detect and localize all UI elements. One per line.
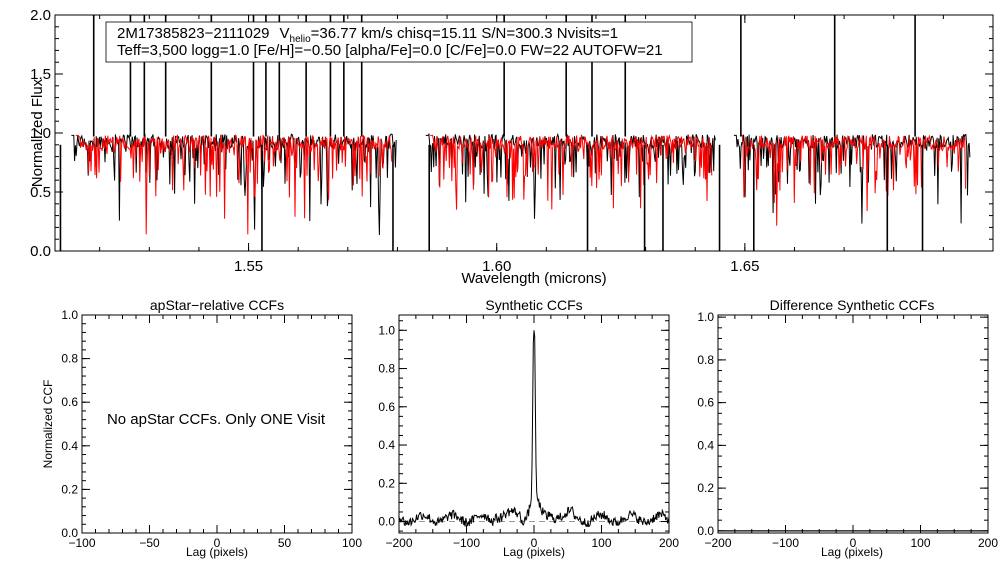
- difference-ccf-x-tick-label: 100: [910, 536, 930, 550]
- spectrum-y-tick-label: 0.0: [30, 243, 51, 260]
- synthetic-ccf-x-tick-label: −100: [453, 536, 480, 550]
- synthetic-ccf-y-tick-label: 0.0: [378, 515, 395, 529]
- synthetic-ccf-y-tick-label: 0.4: [378, 438, 395, 452]
- model-spectrum-segment-2: [430, 133, 713, 210]
- difference-ccf-x-axis-label: Lag (pixels): [821, 545, 883, 559]
- synthetic-ccf-data-layer: [398, 330, 670, 528]
- difference-ccf-x-tick-label: −100: [772, 536, 799, 550]
- model-spectrum-segment-3: [739, 134, 966, 226]
- apstar-ccf-panel: −100 −50 0 50 100 0.0 0.2 0.4 0.6 0.8 1.0 apStar−r…: [41, 297, 362, 559]
- synthetic-ccf-plot-frame: [398, 314, 670, 534]
- spectrum-y-tick-label: 0.5: [30, 184, 51, 201]
- difference-ccf-x-tick-label: −200: [704, 536, 731, 550]
- difference-ccf-title: Difference Synthetic CCFs: [770, 297, 935, 313]
- apstar-ccf-x-tick-label: −100: [68, 536, 95, 550]
- synthetic-ccf-x-tick-label: 100: [591, 536, 611, 550]
- apstar-ccf-x-tick-label: 100: [342, 536, 362, 550]
- difference-ccf-panel: −200 −100 0 100 200 0.0 0.2 0.4 0.6 0.8 1.0 Differ…: [697, 297, 998, 559]
- difference-ccf-y-tick-label: 0.8: [697, 353, 714, 367]
- spectrum-panel: 1.55 1.60 1.65 0.0 0.5 1.0 1.5 2.0 2M17385823−2…: [29, 7, 994, 287]
- synthetic-ccf-y-tick-label: 1.0: [378, 323, 395, 337]
- difference-ccf-plot-frame: [717, 314, 989, 534]
- star-id: 2M17385823−2111029: [117, 25, 270, 42]
- spectrum-y-axis-label: Normalized Flux: [29, 78, 46, 187]
- spectrum-y-tick-label: 1.0: [30, 125, 51, 142]
- spectrum-info-box: [105, 21, 693, 63]
- synthetic-ccf-x-tick-label: 200: [659, 536, 679, 550]
- spectrum-x-tick-label: 1.65: [730, 258, 759, 275]
- difference-ccf-ticks: −200 −100 0 100 200 0.0 0.2 0.4 0.6 0.8 1.0: [697, 310, 998, 550]
- synthetic-ccf-x-axis-label: Lag (pixels): [503, 545, 565, 559]
- apstar-ccf-y-tick-label: 0.4: [61, 439, 78, 453]
- model-spectrum-segment-1: [75, 133, 393, 235]
- apstar-ccf-y-tick-label: 0.8: [61, 352, 78, 366]
- apstar-ccf-x-tick-label: 0: [214, 536, 221, 550]
- difference-ccf-y-tick-label: 1.0: [697, 310, 714, 324]
- apstar-ccf-y-tick-label: 0.2: [61, 482, 78, 496]
- no-ccf-annotation: No apStar CCFs. Only ONE Visit: [107, 411, 326, 428]
- apstar-ccf-ticks: −100 −50 0 50 100 0.0 0.2 0.4 0.6 0.8 1.0: [61, 308, 362, 550]
- vhelio-prefix: V: [280, 25, 290, 42]
- difference-ccf-x-tick-label: 200: [978, 536, 998, 550]
- synthetic-ccf-title: Synthetic CCFs: [485, 297, 582, 313]
- apstar-ccf-y-tick-label: 1.0: [61, 308, 78, 322]
- apstar-ccf-x-tick-label: 50: [278, 536, 292, 550]
- spectrum-info-line-2: Teff=3,500 logg=1.0 [Fe/H]=−0.50 [alpha/…: [117, 42, 663, 59]
- synthetic-ccf-y-tick-label: 0.2: [378, 476, 395, 490]
- apstar-ccf-y-tick-label: 0.6: [61, 395, 78, 409]
- apstar-ccf-y-axis-label: Normalized CCF: [41, 380, 55, 469]
- apstar-ccf-x-axis-label: Lag (pixels): [186, 545, 248, 559]
- spectrum-info-line-1: 2M17385823−2111029 Vhelio=36.77 km/s chis…: [117, 25, 618, 45]
- apstar-ccf-y-tick-label: 0.0: [61, 526, 78, 540]
- spectrum-x-tick-label: 1.55: [234, 258, 263, 275]
- difference-ccf-y-tick-label: 0.6: [697, 396, 714, 410]
- difference-ccf-x-tick-label: 0: [850, 536, 857, 550]
- difference-ccf-y-tick-label: 0.4: [697, 438, 714, 452]
- synthetic-ccf-y-tick-label: 0.6: [378, 400, 395, 414]
- vhelio-subscript: helio: [290, 34, 312, 45]
- synthetic-ccf-panel: −200 −100 0 100 200 0.0 0.2 0.4 0.6 0.8 1.0 Synthe…: [378, 297, 679, 559]
- spectrum-ticks: 1.55 1.60 1.65 0.0 0.5 1.0 1.5 2.0: [30, 7, 994, 275]
- spectrum-x-axis-label: Wavelength (microns): [461, 270, 606, 287]
- spectrum-y-tick-label: 1.5: [30, 66, 51, 83]
- apstar-ccf-x-tick-label: −50: [139, 536, 160, 550]
- synthetic-ccf-ticks: −200 −100 0 100 200 0.0 0.2 0.4 0.6 0.8 1.0: [378, 315, 679, 550]
- spectrum-x-tick-label: 1.60: [482, 258, 511, 275]
- spectrum-y-tick-label: 2.0: [30, 7, 51, 24]
- difference-ccf-y-tick-label: 0.2: [697, 481, 714, 495]
- apstar-ccf-title: apStar−relative CCFs: [150, 297, 284, 313]
- synthetic-ccf-x-tick-label: 0: [531, 536, 538, 550]
- synthetic-ccf-y-tick-label: 0.8: [378, 362, 395, 376]
- vhelio-values: =36.77 km/s chisq=15.11 S/N=300.3 Nvisit…: [311, 25, 618, 42]
- difference-ccf-y-tick-label: 0.0: [697, 524, 714, 538]
- synthetic-ccf-x-tick-label: −200: [385, 536, 412, 550]
- synthetic-ccf-line: [398, 330, 670, 528]
